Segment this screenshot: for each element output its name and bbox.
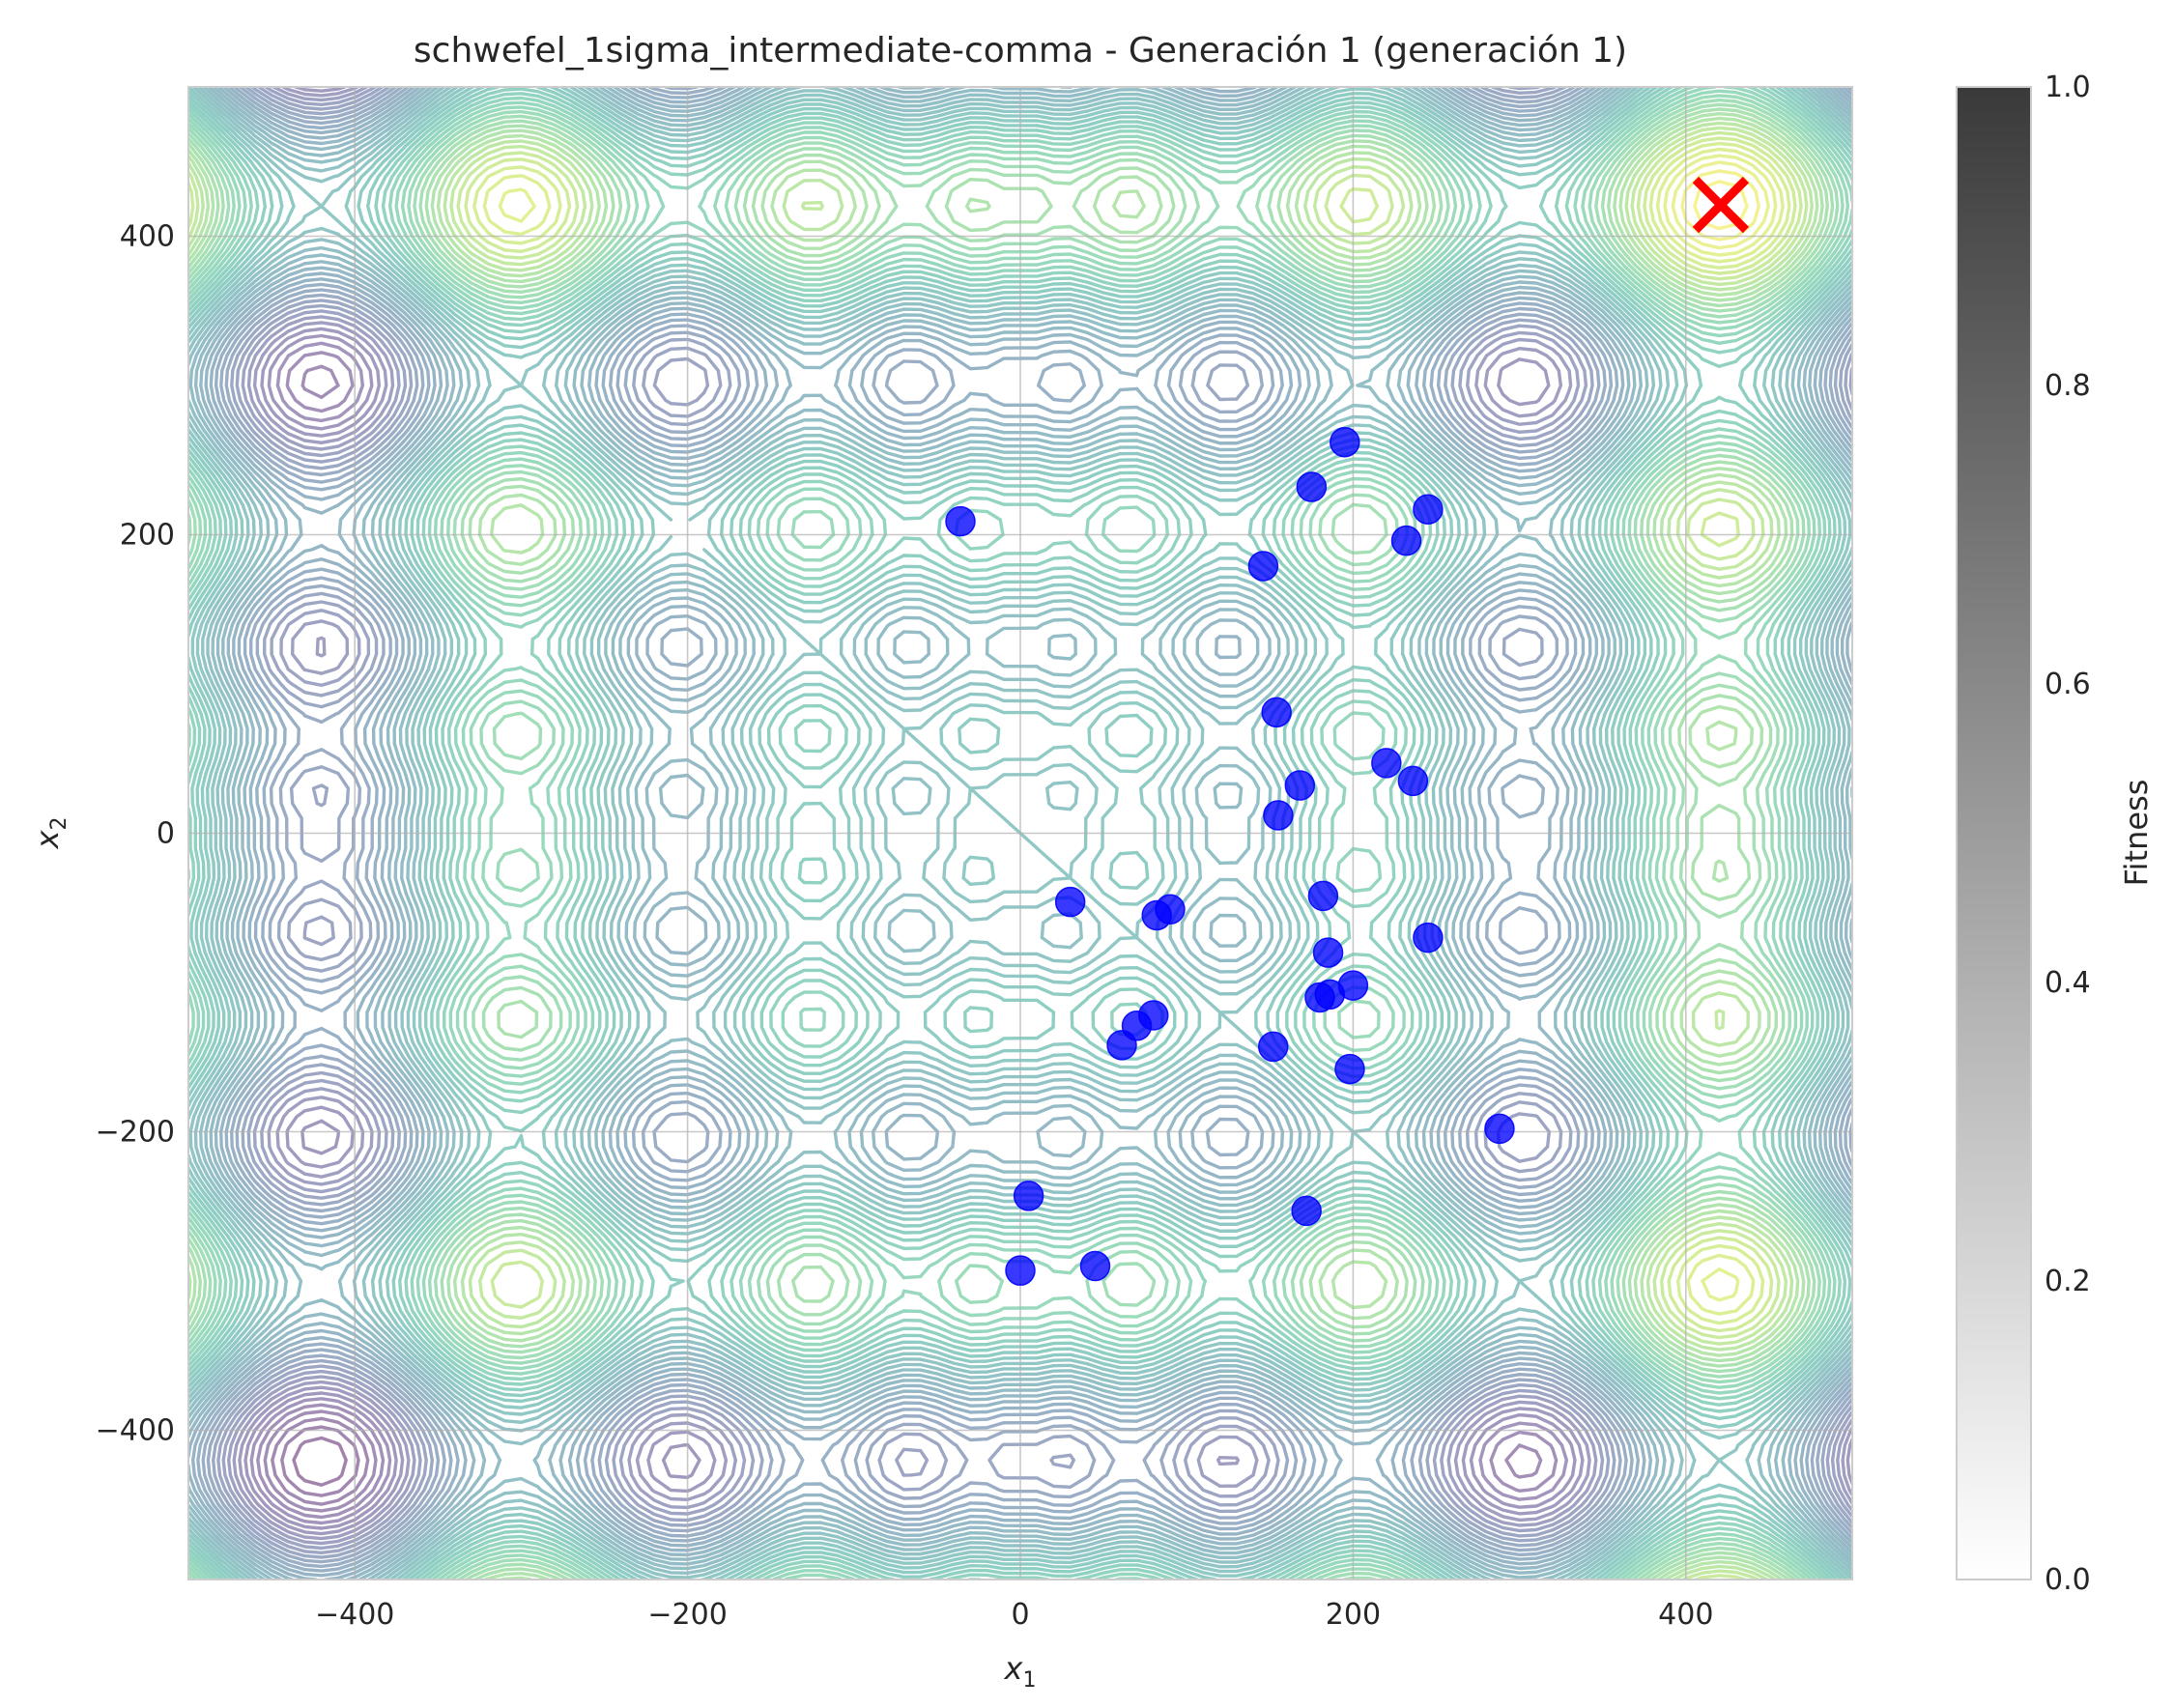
y-tick-label: 200 — [120, 519, 175, 553]
contour-level — [256, 351, 1559, 1520]
contour-level — [188, 87, 1852, 1580]
population-point — [1106, 1030, 1137, 1061]
contour-level — [188, 87, 1852, 1580]
x-tick-label: −200 — [647, 1598, 727, 1632]
population-point — [1371, 748, 1402, 779]
y-tick-label: 400 — [120, 220, 175, 254]
contour-level — [249, 341, 1568, 1525]
contour-level — [188, 87, 1852, 1580]
contour-level — [232, 87, 1852, 1541]
contour-level — [188, 87, 1852, 1580]
contour-level — [188, 94, 1845, 1580]
colorbar: 0.0 0.2 0.4 0.6 0.8 1.0 Fitness — [1956, 71, 2155, 1597]
contour-level — [188, 87, 1852, 1580]
y-axis-ticks: −400 −200 0 200 400 — [96, 220, 175, 1448]
contour-level — [188, 87, 1852, 1580]
x-tick-label: 200 — [1326, 1598, 1381, 1632]
contour-level — [238, 87, 1852, 1536]
x-tick-label: 400 — [1658, 1598, 1713, 1632]
contour-level — [188, 121, 1814, 1580]
population-point — [1013, 1181, 1044, 1211]
contour-level — [498, 154, 1778, 1302]
population-point — [1263, 800, 1294, 831]
colorbar-tick-label: 0.4 — [2045, 966, 2091, 1000]
population-point — [1247, 551, 1279, 582]
population-point — [1155, 894, 1186, 925]
population-point — [1334, 1053, 1365, 1085]
plot-area — [187, 86, 1853, 1580]
colorbar-label: Fitness — [2118, 780, 2155, 887]
contour-level — [263, 364, 1543, 1513]
x-tick-label: −400 — [315, 1598, 394, 1632]
contour-level — [188, 102, 1835, 1580]
contour-level — [188, 87, 1852, 1580]
contour-level — [201, 87, 1852, 1569]
population-point — [1296, 471, 1328, 502]
population-point — [1390, 525, 1422, 556]
contour-level — [188, 87, 1852, 1580]
colorbar-tick-label: 0.0 — [2045, 1563, 2091, 1597]
y-axis-label: x2 — [29, 817, 72, 850]
contour-level — [188, 87, 1852, 1580]
contour-level — [212, 87, 1852, 1559]
population-point — [1261, 697, 1292, 728]
colorbar-tick-label: 0.6 — [2045, 668, 2091, 701]
population-point — [1079, 1250, 1111, 1282]
contour-level — [191, 87, 1852, 1578]
contour-level — [464, 136, 1797, 1333]
contour-level — [188, 87, 1852, 1580]
contour-level — [482, 147, 1785, 1316]
population-point — [1337, 970, 1369, 1001]
optimum-marker — [1692, 176, 1750, 234]
y-tick-label: −200 — [96, 1116, 175, 1150]
contour-level — [188, 87, 1852, 1580]
x-tick-label: 0 — [1011, 1598, 1029, 1632]
population-point — [1484, 1113, 1515, 1145]
contour-level — [227, 87, 1852, 1546]
contour-level — [188, 87, 1852, 1580]
contour-level — [188, 130, 1803, 1580]
x-axis-label: x1 — [1004, 1650, 1037, 1693]
contour-level — [292, 1436, 348, 1487]
population-point — [1413, 922, 1444, 954]
contour-level — [472, 141, 1791, 1325]
population-layer — [945, 426, 1515, 1286]
population-point — [1291, 1195, 1322, 1227]
contour-level — [196, 87, 1852, 1573]
population-point — [1284, 770, 1316, 801]
population-point — [1312, 937, 1344, 968]
chart-title: schwefel_1sigma_intermediate-comma - Gen… — [414, 31, 1627, 71]
contour-level — [188, 98, 1840, 1580]
grid-lines — [188, 87, 1852, 1580]
y-tick-label: −400 — [96, 1414, 175, 1448]
population-point — [1005, 1255, 1036, 1286]
contour-level — [188, 107, 1829, 1580]
contour-level — [188, 87, 1852, 1580]
population-point — [1413, 494, 1444, 525]
colorbar-gradient — [1956, 86, 2032, 1580]
population-point — [1257, 1031, 1289, 1063]
contour-layer — [188, 87, 1852, 1580]
y-tick-label: 0 — [157, 817, 175, 851]
colorbar-tick-label: 0.8 — [2045, 369, 2091, 403]
colorbar-ticks: 0.0 0.2 0.4 0.6 0.8 1.0 — [2045, 71, 2091, 1597]
population-point — [1330, 426, 1360, 458]
colorbar-tick-label: 1.0 — [2045, 71, 2091, 104]
population-point — [945, 505, 976, 537]
optimum-x-stroke — [1692, 176, 1750, 234]
contour-level — [216, 87, 1852, 1554]
population-point — [1307, 880, 1339, 912]
plot-frame — [187, 86, 1853, 1580]
contour-level — [188, 87, 1852, 1580]
x-axis-ticks: −400 −200 0 200 400 — [315, 1598, 1713, 1632]
contour-level — [188, 89, 1849, 1580]
population-point — [1054, 886, 1086, 918]
colorbar-tick-label: 0.2 — [2045, 1265, 2091, 1298]
population-point — [1397, 765, 1429, 797]
